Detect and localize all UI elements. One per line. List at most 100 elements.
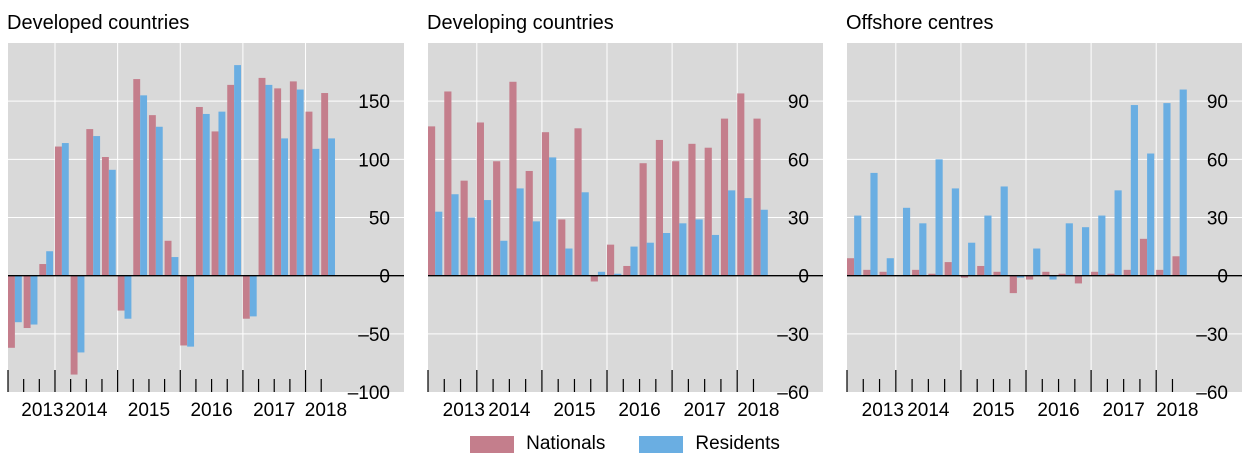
residents-bar xyxy=(483,200,492,276)
x-tick-label-year: 2013 xyxy=(21,400,63,421)
nationals-bar xyxy=(1123,269,1131,276)
residents-bar xyxy=(1163,103,1171,276)
nationals-bar xyxy=(912,269,920,276)
residents-bar xyxy=(935,159,943,276)
residents-bar xyxy=(281,138,289,276)
x-tick-label-year: 2014 xyxy=(488,400,531,421)
nationals-bar xyxy=(133,79,141,276)
nationals-bar xyxy=(753,118,761,276)
residents-bar xyxy=(14,275,22,323)
residents-bar xyxy=(1130,105,1138,276)
residents-bar xyxy=(886,258,894,276)
residents-bar xyxy=(951,188,959,276)
residents-bar xyxy=(500,240,508,276)
x-tick-label-year: 2018 xyxy=(305,400,347,421)
legend-item-residents: Residents xyxy=(639,433,780,455)
residents-bar xyxy=(249,275,257,317)
nationals-bar xyxy=(590,275,598,282)
residents-bar xyxy=(124,275,132,319)
residents-bar xyxy=(77,275,85,353)
residents-bar xyxy=(662,233,671,276)
x-tick-label-year: 2013 xyxy=(443,400,485,421)
y-tick-label: 50 xyxy=(369,209,390,230)
nationals-bar xyxy=(444,91,452,276)
residents-bar xyxy=(1065,223,1073,276)
residents-bar xyxy=(984,215,992,276)
residents-bar xyxy=(1098,215,1106,276)
residents-bar xyxy=(451,194,459,276)
residents-bar xyxy=(581,192,589,276)
x-tick-label-year: 2013 xyxy=(862,400,904,421)
nationals-bar xyxy=(623,265,631,276)
nationals-bar xyxy=(428,126,436,276)
chart-panel-3: Offshore centres –60 –30 0 30 60 90 2013 2014 201… xyxy=(846,12,1242,421)
x-tick-label-year: 2014 xyxy=(65,400,108,421)
residents-bar xyxy=(695,219,703,276)
nationals-bar xyxy=(704,147,712,276)
residents-bar xyxy=(296,89,304,276)
residents-bar xyxy=(1179,89,1187,276)
residents-bar xyxy=(1114,190,1122,276)
y-tick-label: 30 xyxy=(1207,209,1228,230)
residents-bar xyxy=(218,111,226,276)
y-tick-label: –30 xyxy=(1196,325,1228,346)
legend-label-residents: Residents xyxy=(695,433,780,454)
residents-bar xyxy=(265,84,273,276)
legend: Nationals Residents xyxy=(0,430,1250,458)
nationals-bar xyxy=(639,163,647,276)
nationals-bar xyxy=(476,122,484,276)
y-tick-label: –60 xyxy=(777,383,809,404)
residents-swatch xyxy=(639,435,684,453)
residents-bar xyxy=(870,172,878,276)
residents-bar xyxy=(328,138,335,276)
y-tick-label: 90 xyxy=(1207,92,1228,113)
residents-bar xyxy=(744,198,752,276)
y-tick-label: 30 xyxy=(788,209,809,230)
nationals-bar xyxy=(180,275,188,346)
residents-bar xyxy=(155,126,163,276)
x-tick-label-year: 2018 xyxy=(1156,400,1198,421)
residents-bar xyxy=(630,246,638,276)
nationals-bar xyxy=(928,273,936,276)
nationals-bar xyxy=(70,275,78,375)
nationals-bar xyxy=(1107,273,1115,276)
legend-item-nationals: Nationals xyxy=(470,433,605,455)
nationals-bar xyxy=(1172,256,1180,276)
nationals-bar xyxy=(117,275,125,311)
chart-title: Offshore centres xyxy=(846,12,993,34)
y-tick-label: 0 xyxy=(379,267,390,288)
residents-bar xyxy=(108,169,116,276)
nationals-bar xyxy=(227,84,235,276)
residents-bar xyxy=(532,221,540,276)
x-tick-label-year: 2018 xyxy=(737,400,779,421)
nationals-bar xyxy=(211,131,219,276)
residents-bar xyxy=(202,113,210,276)
x-tick-label-year: 2017 xyxy=(253,400,295,421)
residents-bar xyxy=(171,257,179,276)
residents-bar xyxy=(187,275,195,347)
residents-bar xyxy=(61,143,69,276)
nationals-bar xyxy=(655,139,663,276)
x-tick-label-year: 2016 xyxy=(190,400,232,421)
nationals-bar xyxy=(720,118,729,276)
residents-bar xyxy=(312,148,320,276)
nationals-bar xyxy=(274,88,282,276)
nationals-bar xyxy=(1042,271,1050,276)
nationals-bar xyxy=(195,106,203,276)
chart-title: Developed countries xyxy=(7,12,189,34)
residents-bar xyxy=(1000,186,1008,276)
residents-bar xyxy=(679,223,687,276)
nationals-bar xyxy=(321,93,329,276)
x-tick-label-year: 2016 xyxy=(618,400,660,421)
nationals-bar xyxy=(688,143,696,276)
nationals-bar xyxy=(944,262,952,276)
nationals-bar xyxy=(493,161,501,276)
residents-bar xyxy=(30,275,38,325)
residents-bar xyxy=(854,215,862,276)
nationals-bar xyxy=(1091,271,1099,276)
residents-bar xyxy=(597,271,606,276)
nationals-bar xyxy=(1156,269,1164,276)
